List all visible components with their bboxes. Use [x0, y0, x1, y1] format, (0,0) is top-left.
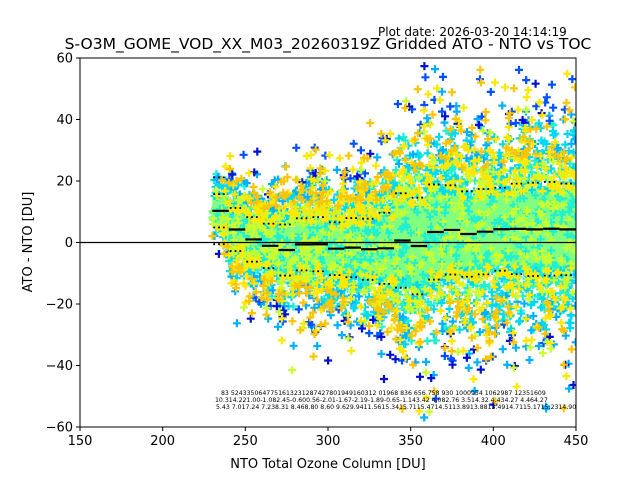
x-tick-label: 450	[564, 434, 589, 449]
y-tick-label: 0	[65, 236, 73, 251]
y-tick-label: −40	[46, 359, 73, 374]
plot-date: Plot date: 2026-03-20 14:14:19	[378, 25, 567, 39]
y-axis: 60 40 20 0 −20 −40 −60	[46, 52, 80, 436]
x-tick-label: 200	[150, 434, 175, 449]
y-axis-label: ATO - NTO [DU]	[21, 192, 36, 293]
x-tick-label: 350	[398, 434, 423, 449]
y-tick-label: 60	[56, 52, 73, 67]
bin-statistics: 83 5243350647751613231287427801949160312…	[215, 390, 576, 411]
y-tick-label: −20	[46, 298, 73, 313]
x-axis: 150 200 250 300 350 400 450	[68, 427, 589, 449]
stats-row-std: 5.43 7.017.24 7.238.31 8.468.80 8.60 9.6…	[216, 404, 576, 411]
scatter-marker-group	[208, 65, 576, 413]
y-tick-label: −60	[46, 421, 73, 436]
stats-row-median: 10.314.221.00-1.082.45-0.600.56-2.01-1.6…	[215, 397, 548, 404]
x-tick-label: 150	[68, 434, 93, 449]
scatter-points	[208, 62, 576, 422]
median-lines	[212, 209, 576, 252]
y-tick-label: 40	[56, 113, 73, 128]
x-tick-label: 250	[233, 434, 258, 449]
x-tick-label: 300	[316, 434, 341, 449]
x-axis-label: NTO Total Ozone Column [DU]	[230, 457, 426, 472]
chart-title: S-O3M_GOME_VOD_XX_M03_20260319Z Gridded …	[65, 35, 592, 54]
y-tick-label: 20	[56, 175, 73, 190]
x-tick-label: 400	[481, 434, 506, 449]
stats-row-counts: 83 5243350647751613231287427801949160312…	[221, 390, 546, 397]
